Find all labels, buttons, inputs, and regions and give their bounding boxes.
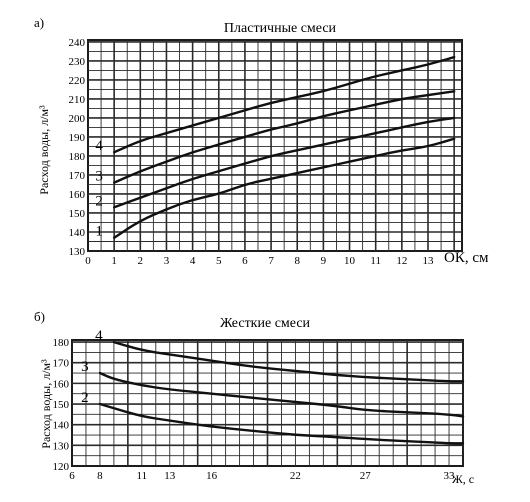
panel-a-xtick-label: 7	[268, 255, 274, 267]
panel-a-ytick-label: 130	[69, 246, 86, 258]
panel-a-xtick-label: 12	[396, 255, 407, 267]
panel-a-ytick-label: 230	[69, 56, 86, 68]
panel-a-xtick-label: 8	[294, 255, 300, 267]
panel-a-xtick-label: 11	[370, 255, 381, 267]
panel-a-frame	[87, 39, 463, 252]
panel-b-xtick-label: 11	[137, 470, 148, 482]
panel-a-series-label-3: 3	[95, 169, 103, 185]
panel-a-series-line-2	[113, 116, 456, 209]
panel-a-series-label-4: 4	[95, 138, 103, 154]
panel-b-series-line-4	[112, 340, 465, 383]
panel-b-ytick-label: 120	[53, 461, 70, 473]
panel-a-series-label-1: 1	[95, 224, 103, 240]
panel-a-plot: 0 1 2 3 4 5 6 7 8 9 10 11 12 131301401501601701801902…	[69, 37, 463, 267]
panel-a-series-line-4	[113, 55, 456, 154]
panel-b-ylabel: Расход воды, л/м³	[39, 359, 53, 449]
panel-a-series-label-2: 2	[95, 193, 103, 209]
panel-a-ylabel: Расход воды, л/м³	[37, 105, 51, 195]
panel-b-ytick-label: 140	[53, 420, 70, 432]
panel-b-plot: 6 8 11 13 16 22 27 33 120 130 140 150 160 170 180 2 34	[53, 328, 465, 482]
panel-a-xtick-label: 1	[111, 255, 117, 267]
panel-b-ytick-label: 130	[53, 440, 70, 452]
panel-a-ytick-label: 180	[69, 151, 86, 163]
panel-b-series-label-2: 2	[81, 390, 89, 406]
panel-b-xtick-label: 22	[290, 470, 301, 482]
panel-b-ytick-label: 150	[53, 399, 70, 411]
panel-b-series-line-2	[98, 402, 465, 445]
panel-a-xtick-label: 3	[164, 255, 170, 267]
panel-a-ytick-label: 150	[69, 208, 86, 220]
panel-b-xtick-label: 8	[97, 470, 103, 482]
panel-a-letter: а)	[34, 15, 44, 30]
panel-b-series-label-3: 3	[81, 359, 89, 375]
panel-a-title: Пластичные смеси	[224, 21, 337, 36]
panel-b-title: Жесткие смеси	[220, 316, 311, 331]
panel-a-xtick-label: 0	[85, 255, 91, 267]
panel-a-xtick-label: 9	[321, 255, 327, 267]
panel-b-ytick-label: 180	[53, 337, 70, 349]
panel-b-ytick-label: 160	[53, 378, 70, 390]
panel-b-xtick-label: 13	[164, 470, 176, 482]
panel-a-series-line-1	[113, 137, 456, 239]
panel-a-ytick-label: 170	[69, 170, 86, 182]
panel-a-ytick-label: 140	[69, 227, 86, 239]
panel-a-ytick-label: 210	[69, 94, 86, 106]
panel-a-xlabel: ОК, см	[444, 250, 489, 266]
panel-a-ytick-label: 200	[69, 113, 86, 125]
panel-a-xtick-label: 6	[242, 255, 248, 267]
panel-b-xlabel: Ж, с	[452, 472, 474, 486]
panel-a-xtick-label: 5	[216, 255, 222, 267]
panel-a-xtick-label: 10	[344, 255, 356, 267]
panel-b-xtick-label: 16	[206, 470, 218, 482]
panel-b-series-label-4: 4	[95, 328, 103, 344]
panel-a-xtick-label: 2	[138, 255, 144, 267]
panel-b-xtick-label: 33	[444, 470, 456, 482]
panel-b-xtick-label: 27	[360, 470, 372, 482]
panel-b-ytick-label: 170	[53, 358, 70, 370]
panel-a-xtick-label: 4	[190, 255, 196, 267]
panel-a-xtick-label: 13	[423, 255, 435, 267]
panel-b-xtick-label: 6	[69, 470, 75, 482]
panel-a-ytick-label: 160	[69, 189, 86, 201]
panel-b-letter: б)	[34, 309, 45, 324]
panel-a-ytick-label: 240	[69, 37, 86, 49]
panel-a-ytick-label: 220	[69, 75, 86, 87]
panel-b-series-line-3	[98, 371, 465, 418]
panel-a-series-line-3	[113, 90, 456, 184]
panel-a-ytick-label: 190	[69, 132, 86, 144]
